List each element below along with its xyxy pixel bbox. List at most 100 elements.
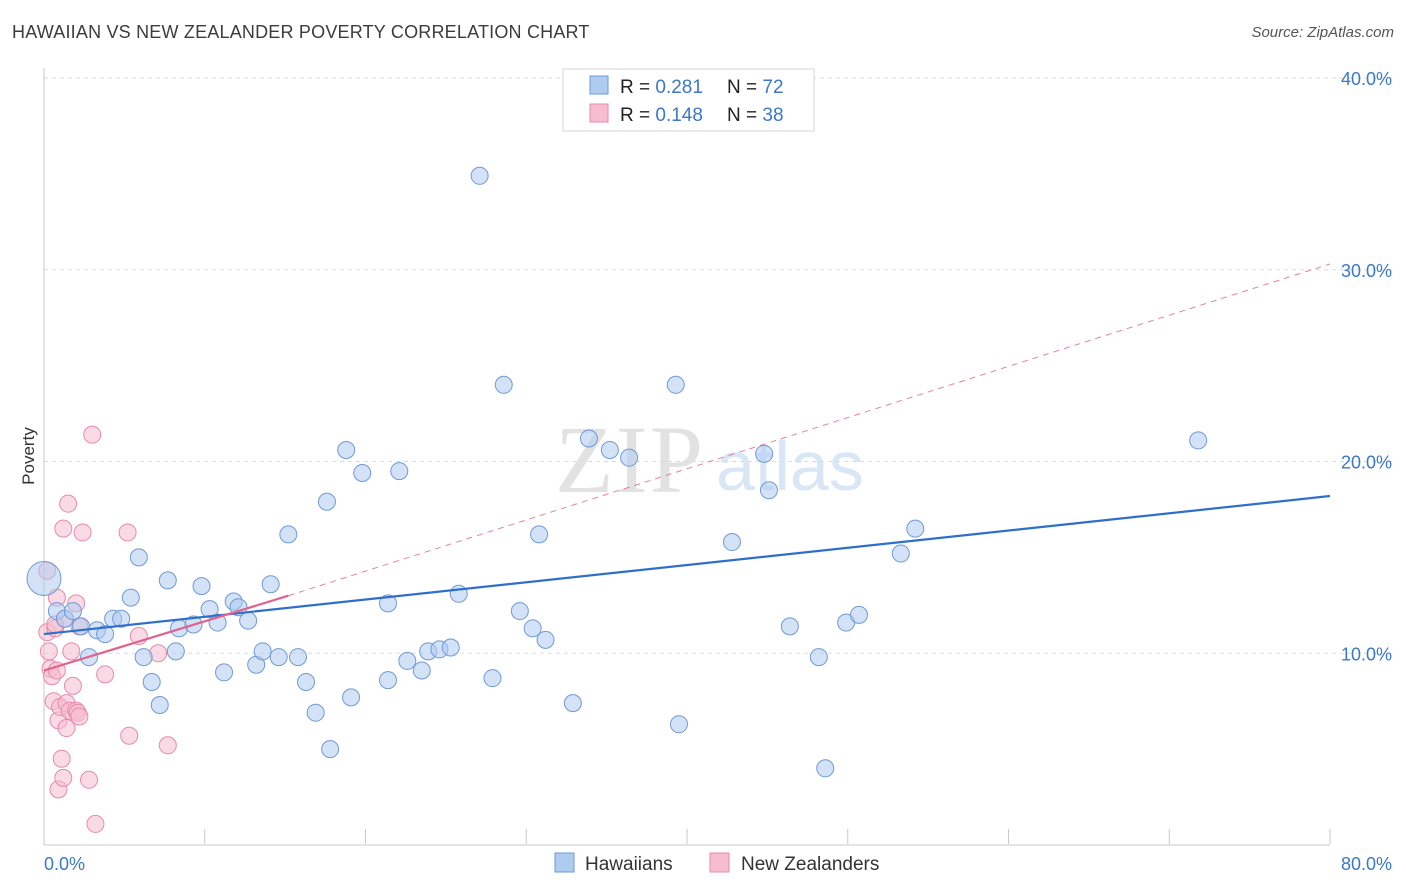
legend-r-value-2: 0.148 xyxy=(655,105,703,126)
hawaiian-point xyxy=(166,642,185,661)
hawaiian-point xyxy=(780,617,799,636)
new-zealander-point xyxy=(96,665,115,684)
hawaiian-point xyxy=(63,602,82,621)
new-zealander-point xyxy=(54,768,73,787)
hawaiian-point xyxy=(261,575,280,594)
svg-text:N = 38: N = 38 xyxy=(727,105,784,126)
hawaiian-point xyxy=(620,448,639,467)
hawaiian-point xyxy=(26,560,62,596)
watermark-atlas: atlas xyxy=(716,427,864,505)
x-tick-label-min: 0.0% xyxy=(44,854,85,874)
source-credit: Source: ZipAtlas.com xyxy=(1251,24,1394,41)
hawaiian-point xyxy=(379,594,398,613)
new-zealander-point xyxy=(63,676,82,695)
new-zealander-point xyxy=(80,770,99,789)
hawaiian-point xyxy=(337,440,356,459)
hawaiian-point xyxy=(239,611,258,630)
legend-n-label-1: N = xyxy=(727,77,762,98)
hawaiian-point xyxy=(816,759,835,778)
x-ticks xyxy=(204,829,1331,844)
legend-r-label-2: R = xyxy=(620,105,655,126)
correlation-legend: R = 0.281 N = 72 R = 0.148 N = 38 xyxy=(562,68,815,132)
hawaiian-point xyxy=(666,375,685,394)
hawaiian-point xyxy=(759,481,778,500)
series-legend-swatch-new-zealanders[interactable] xyxy=(709,852,730,873)
hawaiian-point xyxy=(669,715,688,734)
hawaiian-point xyxy=(536,630,555,649)
new-zealanders-trend-line xyxy=(43,594,289,672)
hawaiian-point xyxy=(112,609,131,628)
series-legend-label-hawaiians[interactable]: Hawaiians xyxy=(585,854,673,875)
new-zealander-point xyxy=(62,642,81,661)
hawaiian-point xyxy=(441,638,460,657)
series-legend: Hawaiians New Zealanders xyxy=(554,852,879,875)
hawaiian-point xyxy=(215,663,234,682)
hawaiian-point xyxy=(353,464,372,483)
legend-n-value-2: 38 xyxy=(762,105,783,126)
new-zealander-point xyxy=(57,719,76,738)
hawaiian-point xyxy=(321,740,340,759)
hawaiian-point xyxy=(755,444,774,463)
hawaiian-point xyxy=(398,651,417,670)
hawaiian-point xyxy=(150,696,169,715)
y-tick-label-40: 40.0% xyxy=(1341,69,1392,89)
hawaiian-point xyxy=(158,571,177,590)
axes xyxy=(43,68,1330,846)
hawaiian-point xyxy=(510,602,529,621)
hawaiian-point xyxy=(412,661,431,680)
hawaiian-point xyxy=(200,600,219,619)
hawaiian-point xyxy=(809,648,828,667)
x-tick-label-max: 80.0% xyxy=(1341,854,1392,874)
hawaiian-point xyxy=(279,525,298,544)
new-zealander-point xyxy=(118,523,137,542)
y-tick-label-30: 30.0% xyxy=(1341,261,1392,281)
svg-text:N = 72: N = 72 xyxy=(727,77,784,98)
hawaiian-point xyxy=(288,648,307,667)
series-legend-label-new-zealanders[interactable]: New Zealanders xyxy=(741,854,879,875)
series-legend-swatch-hawaiians[interactable] xyxy=(554,852,575,873)
hawaiian-point xyxy=(523,619,542,638)
hawaiian-point xyxy=(134,648,153,667)
hawaiian-point xyxy=(121,588,140,607)
hawaiian-point xyxy=(470,166,489,185)
hawaiian-point xyxy=(563,694,582,713)
hawaiian-point xyxy=(390,462,409,481)
svg-text:R = 0.281: R = 0.281 xyxy=(620,77,703,98)
new-zealander-point xyxy=(158,736,177,755)
watermark: ZIP atlas xyxy=(555,406,864,513)
new-zealander-point xyxy=(39,642,58,661)
hawaiians-points xyxy=(26,166,1208,778)
trend-lines xyxy=(43,263,1331,672)
new-zealander-point xyxy=(70,707,89,726)
hawaiian-point xyxy=(129,548,148,567)
y-tick-labels: 10.0% 20.0% 30.0% 40.0% xyxy=(1341,69,1392,664)
gridlines xyxy=(44,77,1392,654)
svg-text:R = 0.148: R = 0.148 xyxy=(620,105,703,126)
hawaiian-point xyxy=(1189,431,1208,450)
hawaiian-point xyxy=(306,703,325,722)
y-tick-label-10: 10.0% xyxy=(1341,644,1392,664)
hawaiian-point xyxy=(379,671,398,690)
hawaiian-point xyxy=(891,544,910,563)
legend-swatch-new-zealanders xyxy=(589,103,609,123)
hawaiian-point xyxy=(317,492,336,511)
hawaiian-point xyxy=(850,605,869,624)
hawaiian-point xyxy=(494,375,513,394)
hawaiian-point xyxy=(71,617,90,636)
new-zealander-point xyxy=(73,523,92,542)
hawaiian-point xyxy=(906,519,925,538)
hawaiian-point xyxy=(530,525,549,544)
hawaiian-point xyxy=(192,577,211,596)
new-zealander-point xyxy=(59,494,78,513)
hawaiian-point xyxy=(600,440,619,459)
legend-r-value-1: 0.281 xyxy=(655,77,703,98)
hawaiian-point xyxy=(579,429,598,448)
new-zealander-point xyxy=(120,726,139,745)
hawaiian-point xyxy=(483,669,502,688)
y-tick-label-20: 20.0% xyxy=(1341,453,1392,473)
hawaiian-point xyxy=(297,673,316,692)
hawaiian-point xyxy=(253,642,272,661)
legend-r-label-1: R = xyxy=(620,77,655,98)
new-zealander-point xyxy=(54,519,73,538)
